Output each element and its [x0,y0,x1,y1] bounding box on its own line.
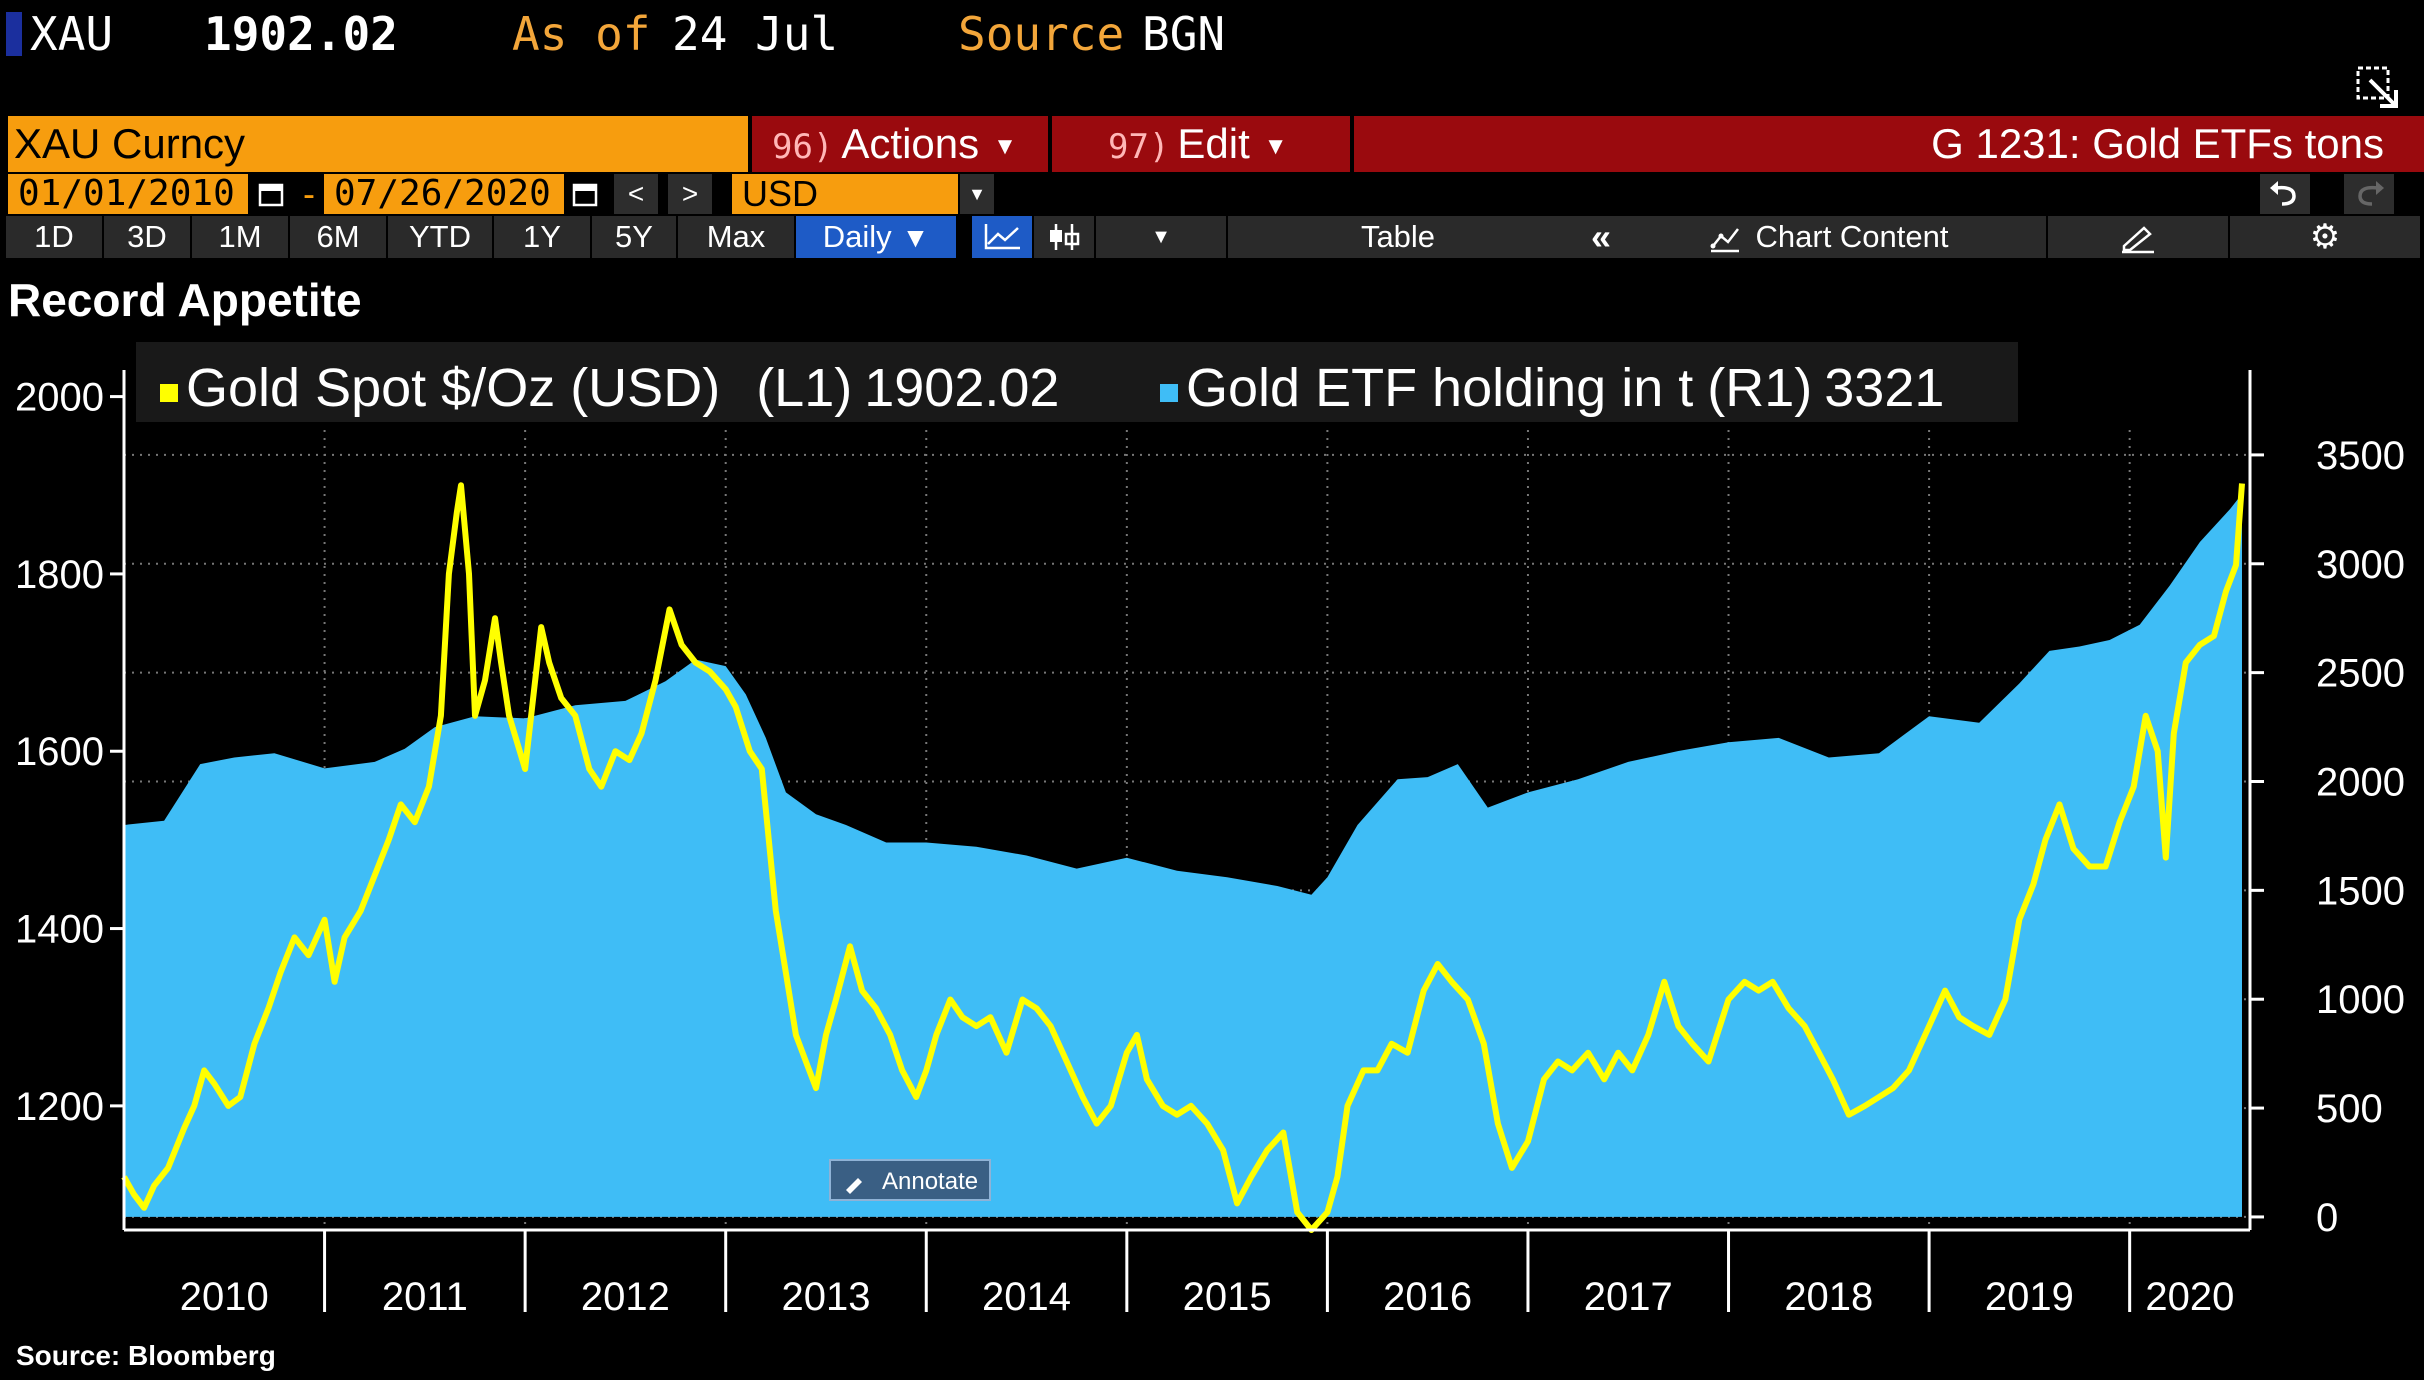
line-chart-icon[interactable] [972,216,1032,258]
x-tick-label: 2020 [2145,1275,2234,1319]
popout-icon[interactable] [2356,66,2402,112]
redo-icon[interactable] [2344,174,2394,214]
right-axis-ticks: 0 500 1000 1500 2000 2500 3000 3500 [2250,434,2405,1240]
header-asof-label: As of [512,7,651,61]
header-asof-date: 24 Jul [672,7,839,61]
legend: Gold Spot $/Oz (USD) (L1) 1902.02 Gold ETF… [136,342,2018,422]
left-tick-label: 1200 [15,1085,104,1129]
undo-icon[interactable] [2260,174,2310,214]
x-tick-label: 2015 [1183,1275,1272,1319]
chart-toolbar: 1D 3D 1M 6M YTD 1Y 5Y Max Daily ▼ ▼ Table… [0,214,2424,260]
candlestick-icon[interactable] [1034,216,1094,258]
x-tick-label: 2013 [781,1275,870,1319]
right-tick-label: 0 [2316,1196,2338,1240]
header-ticker: XAU [30,7,114,61]
command-bar: XAU Curncy 96) Actions ▼ 97) Edit ▼ G 1231: … [0,116,2424,172]
calendar-icon[interactable] [570,174,600,214]
annotate-button[interactable]: Annotate [829,1159,991,1201]
x-tick-label: 2019 [1985,1275,2074,1319]
legend-axis-label: (L1) [756,358,852,418]
actions-menu-number: 96) [772,127,834,167]
chart-content-button[interactable]: Chart Content [1610,216,2046,258]
period-button[interactable]: 5Y [592,216,676,258]
legend-label-gold-etf: Gold ETF holding in t (R1) 3321 [1186,358,1944,418]
legend-swatch-gold-spot [160,384,178,402]
x-axis-ticks: 2010 2011 2012 2013 2014 2015 2016 2017 2018 2019… [180,1230,2234,1319]
x-tick-label: 2017 [1584,1275,1673,1319]
left-tick-label: 1800 [15,553,104,597]
period-button[interactable]: Max [678,216,794,258]
start-date-input[interactable]: 01/01/2010 [8,174,248,214]
period-button[interactable]: 6M [290,216,386,258]
right-tick-label: 2000 [2316,760,2405,804]
x-tick-label: 2016 [1383,1275,1472,1319]
chart-content-icon [1710,228,1739,253]
period-button[interactable]: 1M [192,216,288,258]
legend-swatch-gold-etf [1160,384,1178,402]
source-note: Source: Bloomberg [16,1340,276,1371]
calendar-icon[interactable] [256,174,286,214]
axes [122,370,2252,1232]
period-button[interactable]: YTD [388,216,492,258]
caret-down-icon: ▼ [1263,132,1288,160]
frequency-label: Daily [822,219,892,254]
series-area-gold-etf-holding [124,493,2242,1217]
edit-menu-button[interactable]: 97) Edit ▼ [1052,116,1350,172]
legend-axis-label: (R1) [1707,358,1812,418]
legend-series-name: Gold Spot $/Oz (USD) [186,358,720,418]
right-tick-label: 3500 [2316,434,2405,478]
chart-name: G 1231: Gold ETFs tons [1354,116,2424,172]
x-tick-label: 2011 [382,1275,468,1319]
legend-last-value: 3321 [1824,358,1944,418]
x-tick-label: 2010 [180,1275,269,1319]
left-tick-label: 1600 [15,730,104,774]
x-tick-label: 2012 [581,1275,670,1319]
actions-menu-label: Actions [841,120,980,167]
header-price: 1902.02 [204,7,398,61]
right-tick-label: 2500 [2316,652,2405,696]
actions-menu-button[interactable]: 96) Actions ▼ [752,116,1048,172]
edit-menu-label: Edit [1177,120,1250,167]
chart-plot[interactable]: 1200 1400 1600 1800 2000 0 500 1000 1500 2000 250… [0,330,2424,1330]
period-button[interactable]: 3D [104,216,190,258]
edit-menu-number: 97) [1108,127,1170,167]
period-button[interactable]: 1D [6,216,102,258]
date-separator: - [303,173,315,214]
left-axis-ticks: 1200 1400 1600 1800 2000 [15,376,124,1129]
caret-down-icon[interactable]: ▼ [1096,216,1226,258]
gear-icon[interactable]: ⚙ [2230,216,2420,258]
right-tick-label: 1500 [2316,869,2405,913]
left-tick-label: 2000 [15,376,104,420]
x-tick-label: 2014 [982,1275,1071,1319]
right-tick-label: 500 [2316,1087,2383,1131]
caret-down-icon: ▼ [901,222,930,253]
pen-icon[interactable] [2048,216,2228,258]
legend-label-gold-spot: Gold Spot $/Oz (USD) (L1) 1902.02 [186,358,1059,418]
table-button[interactable]: Table [1228,216,1568,258]
header-source-value: BGN [1142,7,1226,61]
security-color-marker [6,12,22,56]
right-tick-label: 1000 [2316,978,2405,1022]
legend-series-name: Gold ETF holding in t [1186,358,1693,418]
frequency-dropdown[interactable]: Daily ▼ [796,216,956,258]
end-date-input[interactable]: 07/26/2020 [324,174,564,214]
caret-down-icon: ▼ [993,132,1017,160]
currency-select[interactable]: USD [732,174,958,214]
period-button[interactable]: 1Y [494,216,590,258]
caret-down-icon[interactable]: ▼ [960,174,994,214]
chevron-left-icon[interactable]: < [614,174,658,214]
left-tick-label: 1400 [15,908,104,952]
x-tick-label: 2018 [1784,1275,1873,1319]
date-range-bar: 01/01/2010 - 07/26/2020 < > USD ▼ [0,174,2424,214]
security-header: XAU 1902.02 As of 24 Jul Source BGN [0,0,2424,68]
annotate-label: Annotate [882,1168,978,1195]
legend-last-value: 1902.02 [864,358,1059,418]
chart-content-label: Chart Content [1755,219,1949,254]
chart-title: Record Appetite [8,274,362,326]
chevron-right-icon[interactable]: > [668,174,712,214]
right-tick-label: 3000 [2316,543,2405,587]
security-input[interactable]: XAU Curncy [8,116,748,172]
header-source-label: Source [958,7,1125,61]
series-line-gold-spot [121,482,2245,1233]
